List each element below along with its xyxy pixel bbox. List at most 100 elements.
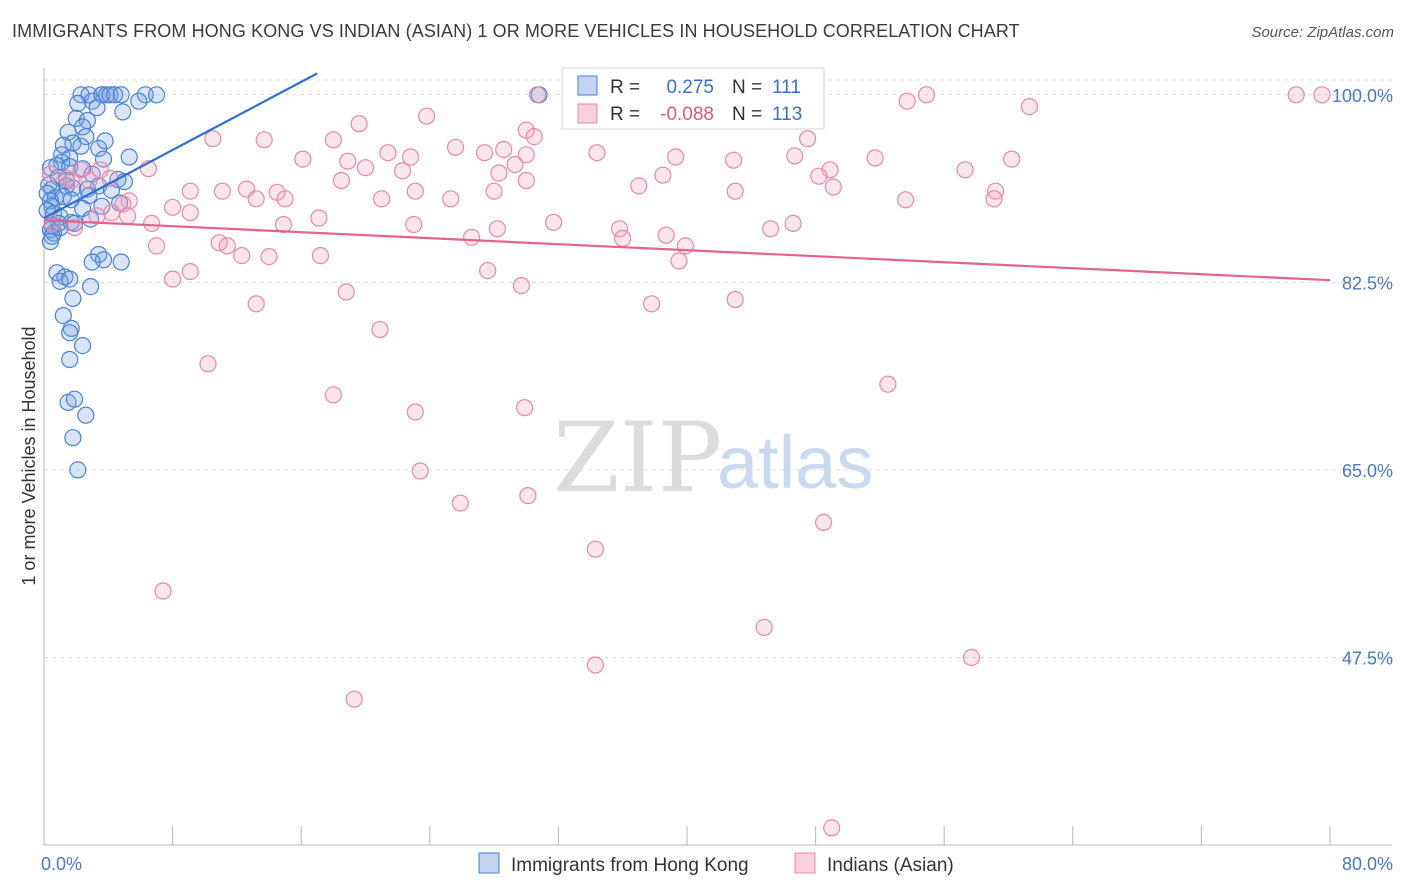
stats-r-label-blue: R = — [610, 77, 640, 98]
data-point-pink — [985, 190, 1003, 208]
data-point-pink — [181, 263, 199, 281]
data-point-blue — [64, 429, 82, 447]
data-point-pink — [962, 648, 981, 667]
data-point-blue — [69, 94, 87, 113]
y-tick-label: 82.5% — [1342, 273, 1393, 293]
y-axis-title: 1 or more Vehicles in Household — [19, 326, 39, 585]
data-point-blue — [72, 137, 90, 155]
data-point-blue — [64, 289, 82, 307]
data-point-pink — [755, 618, 773, 637]
data-point-blue — [61, 324, 79, 342]
data-point-pink — [814, 513, 833, 532]
data-point-pink — [670, 252, 688, 270]
data-point-pink — [866, 149, 884, 167]
data-point-pink — [657, 226, 675, 244]
data-point-blue — [147, 86, 166, 104]
data-point-pink — [62, 171, 80, 190]
data-point-pink — [479, 262, 497, 280]
data-point-pink — [525, 128, 543, 146]
watermark-zip: ZIP — [553, 402, 722, 514]
data-point-pink — [373, 190, 391, 208]
data-point-pink — [917, 86, 936, 104]
data-point-pink — [898, 92, 916, 110]
data-point-pink — [896, 191, 915, 209]
data-point-pink — [1020, 97, 1039, 116]
data-point-pink — [490, 164, 508, 182]
series-blue — [38, 86, 548, 479]
data-point-pink — [154, 582, 172, 600]
data-point-pink — [586, 656, 605, 674]
data-point-blue — [106, 86, 124, 104]
data-point-blue — [83, 253, 101, 271]
data-point-pink — [517, 171, 535, 190]
y-tick-label: 47.5% — [1342, 648, 1393, 668]
data-point-pink — [761, 220, 780, 238]
data-point-blue — [77, 406, 95, 424]
data-point-pink — [810, 167, 828, 185]
chart-legend: Immigrants from Hong Kong Indians (Asian… — [478, 852, 954, 876]
data-point-pink — [164, 270, 182, 288]
trend-line-blue — [43, 72, 318, 220]
data-point-pink — [1313, 86, 1331, 104]
data-point-pink — [956, 161, 974, 179]
stats-r-label-pink: R = — [610, 104, 640, 125]
data-point-pink — [519, 487, 537, 505]
data-point-blue — [90, 139, 108, 157]
data-point-pink — [260, 248, 278, 266]
zipatlas-watermark: ZIP atlas — [553, 402, 873, 514]
stats-r-value-pink: -0.088 — [660, 104, 714, 125]
data-point-pink — [726, 182, 744, 200]
data-point-blue — [130, 92, 148, 110]
data-point-pink — [586, 540, 605, 558]
chart-source: Source: ZipAtlas.com — [1251, 24, 1394, 41]
legend-label-hong-kong: Immigrants from Hong Kong — [511, 855, 749, 876]
data-point-pink — [324, 131, 342, 149]
data-point-pink — [610, 220, 629, 238]
stats-n-label-blue: N = — [732, 77, 762, 98]
data-points — [38, 86, 1331, 837]
y-tick-labels: 100.0% 82.5% 65.0% 47.5% — [1332, 86, 1393, 669]
data-point-pink — [339, 152, 357, 170]
data-point-blue — [88, 99, 106, 117]
data-point-pink — [667, 148, 685, 166]
x-tick-label: 80.0% — [1342, 854, 1393, 874]
data-point-pink — [118, 207, 137, 225]
data-point-pink — [401, 148, 420, 166]
data-point-pink — [143, 214, 161, 232]
data-point-blue — [65, 214, 84, 232]
data-point-pink — [495, 140, 513, 159]
data-point-blue — [59, 123, 77, 141]
data-point-pink — [544, 213, 563, 231]
legend-label-indians: Indians (Asian) — [827, 855, 954, 876]
data-point-pink — [204, 130, 222, 148]
data-point-blue — [112, 253, 130, 271]
data-point-pink — [588, 144, 606, 162]
stats-swatch-pink — [577, 103, 598, 124]
data-point-pink — [528, 86, 547, 104]
data-point-pink — [310, 209, 328, 227]
data-point-blue — [81, 278, 100, 296]
stats-n-label-pink: N = — [732, 104, 762, 125]
correlation-stats-box: R = 0.275 N = 111 R = -0.088 N = 113 — [561, 67, 825, 130]
data-point-blue — [114, 103, 132, 121]
data-point-pink — [379, 144, 397, 162]
data-point-pink — [147, 237, 166, 255]
data-point-pink — [446, 138, 465, 156]
data-point-pink — [879, 375, 897, 393]
data-point-pink — [726, 290, 744, 309]
data-point-pink — [91, 161, 109, 179]
data-point-pink — [356, 159, 375, 177]
legend-swatch-blue — [478, 852, 500, 874]
data-point-pink — [442, 190, 460, 208]
axes — [43, 68, 1392, 846]
data-point-pink — [798, 130, 817, 148]
data-point-pink — [824, 178, 842, 196]
data-point-pink — [418, 107, 436, 125]
data-point-pink — [393, 162, 412, 180]
data-point-blue — [93, 197, 111, 215]
watermark-atlas: atlas — [717, 421, 873, 504]
data-point-pink — [1287, 86, 1305, 104]
data-point-pink — [475, 144, 494, 162]
data-point-blue — [69, 461, 87, 479]
